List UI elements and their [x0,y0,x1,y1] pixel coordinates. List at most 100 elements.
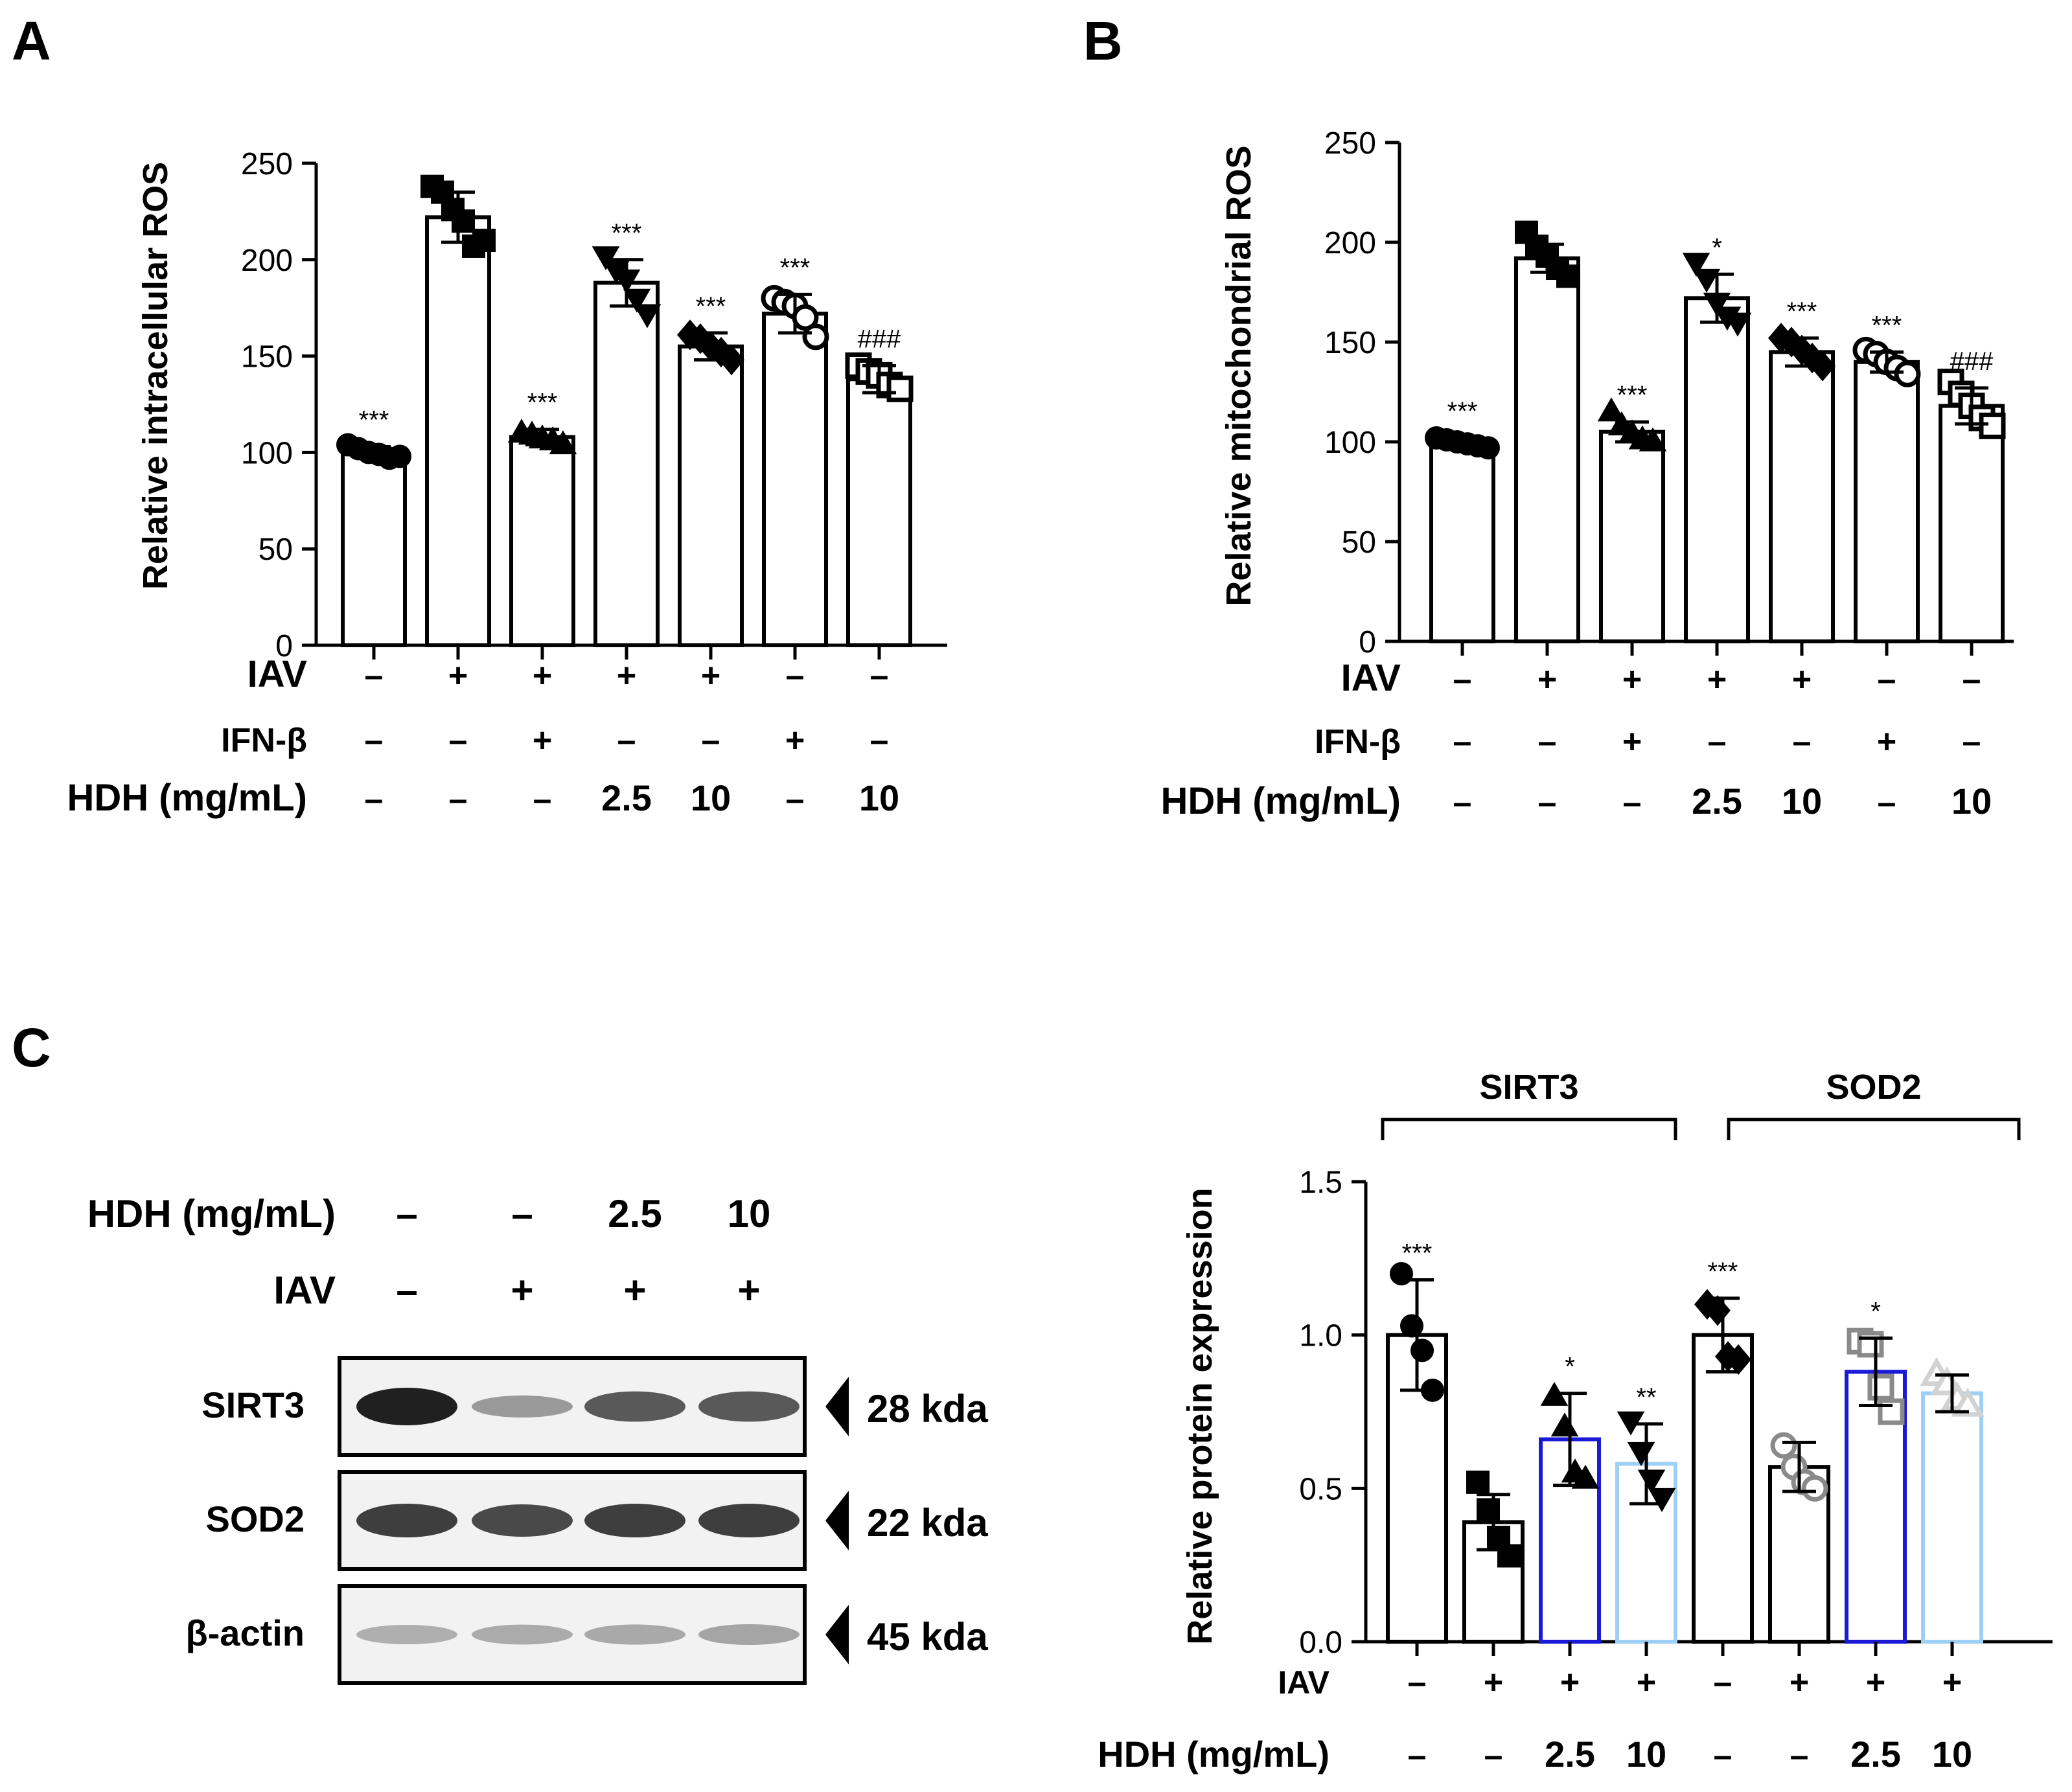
data-point [549,430,577,455]
significance-label: *** [696,292,726,321]
condition-value: – [1963,723,1981,761]
blot-condition-label: HDH (mg/mL) [87,1192,336,1235]
y-tick-label: 50 [259,533,293,567]
blot-arrow-icon [825,1605,849,1664]
condition-value: – [449,781,468,818]
condition-value: + [448,657,468,695]
condition-value: – [870,722,889,759]
condition-value: – [1484,1737,1503,1775]
data-point [1951,1388,1985,1417]
y-tick-label: 0 [275,629,293,663]
data-point [472,229,496,253]
bar [1769,350,1835,644]
data-point [1550,1412,1579,1437]
condition-value: 2.5 [1692,781,1742,821]
blot-condition-value: + [623,1269,646,1312]
condition-value: – [1453,723,1472,761]
condition-value: 10 [691,777,731,818]
significance-label: *** [1447,397,1478,426]
y-tick-label: 50 [1342,525,1376,560]
western-blot: HDH (mg/mL) – – 2.5 10 IAV – + + + SIRT3 28 kda SOD2… [87,1192,988,1685]
condition-value: + [1866,1664,1885,1701]
y-axis-label: Relative intracellular ROS [136,162,175,590]
blot-arrow-icon [825,1377,849,1436]
condition-value: – [1714,1737,1732,1775]
group-label: SIRT3 [1479,1068,1578,1107]
bar [425,215,491,647]
significance-label: *** [527,389,558,417]
y-tick-label: 0.5 [1299,1472,1342,1506]
bar [1854,360,1920,643]
condition-value: + [533,657,552,695]
condition-label: HDH (mg/mL) [1160,780,1401,822]
condition-value: – [533,781,552,818]
blot-condition-value: + [511,1269,533,1312]
blot-protein-label: β-actin [185,1613,305,1653]
significance-label: *** [1872,311,1902,339]
bar [1921,1391,1983,1644]
condition-value: – [1708,723,1727,761]
condition-value: – [1453,784,1472,821]
data-point [1682,253,1710,277]
bar [593,281,660,647]
condition-value: – [786,781,805,818]
condition-value: + [1560,1664,1580,1701]
condition-value: – [870,657,889,695]
data-point [592,246,620,271]
significance-label: ### [858,325,901,353]
data-point [1477,1498,1500,1522]
panel-letter-a: A [12,10,51,71]
blot-band [472,1396,573,1418]
condition-value: – [1538,784,1557,821]
data-point [1571,1464,1600,1489]
condition-label: HDH (mg/mL) [67,777,307,819]
data-point [1477,436,1500,460]
condition-value: + [1877,723,1896,761]
condition-value: + [701,657,720,695]
blot-band [584,1391,685,1422]
condition-value: – [1623,784,1642,821]
condition-value: – [1408,1664,1427,1701]
condition-label: HDH (mg/mL) [1098,1734,1330,1775]
blot-condition-value: + [737,1269,760,1312]
data-point [1704,1295,1731,1326]
condition-value: + [1622,723,1642,761]
blot-band [472,1624,573,1645]
condition-value: 10 [1782,781,1822,821]
y-axis-label: Relative mitochondrial ROS [1219,145,1258,606]
group-label: SOD2 [1826,1068,1921,1107]
data-point [1556,264,1580,288]
condition-label: IAV [1278,1664,1330,1701]
condition-value: – [365,722,384,759]
condition-value: 2.5 [1850,1734,1901,1775]
chart-panel-b: 0 50 100 150 200 250 Relative mitochondrial RO… [1160,126,2014,822]
condition-value: – [1963,661,1981,698]
bar [846,377,912,647]
data-point [718,344,745,376]
condition-value: + [1707,661,1727,698]
blot-size-label: 28 kda [867,1387,988,1430]
significance-label: * [1565,1353,1575,1381]
condition-value: 2.5 [601,777,652,818]
blot-band [472,1504,573,1537]
condition-label: IFN-β [1315,723,1401,761]
y-tick-label: 200 [1324,226,1376,260]
blot-protein-label: SOD2 [206,1499,305,1539]
blot-condition-value: 10 [728,1192,771,1235]
blot-size-label: 45 kda [867,1615,988,1659]
y-tick-label: 100 [1324,426,1376,460]
group-bracket [1381,1118,1677,1140]
significance-label: *** [359,406,389,434]
condition-value: 10 [1626,1734,1666,1775]
blot-band [356,1388,457,1425]
bar [1599,430,1665,643]
y-tick-label: 200 [241,244,293,278]
condition-value: – [449,722,468,759]
significance-label: *** [1787,297,1817,326]
significance-label: *** [1708,1258,1738,1286]
blot-condition-label: IAV [273,1269,336,1312]
data-point [886,375,914,402]
condition-value: 10 [859,777,899,818]
data-point [1725,1344,1752,1375]
condition-value: 10 [1951,781,1992,821]
